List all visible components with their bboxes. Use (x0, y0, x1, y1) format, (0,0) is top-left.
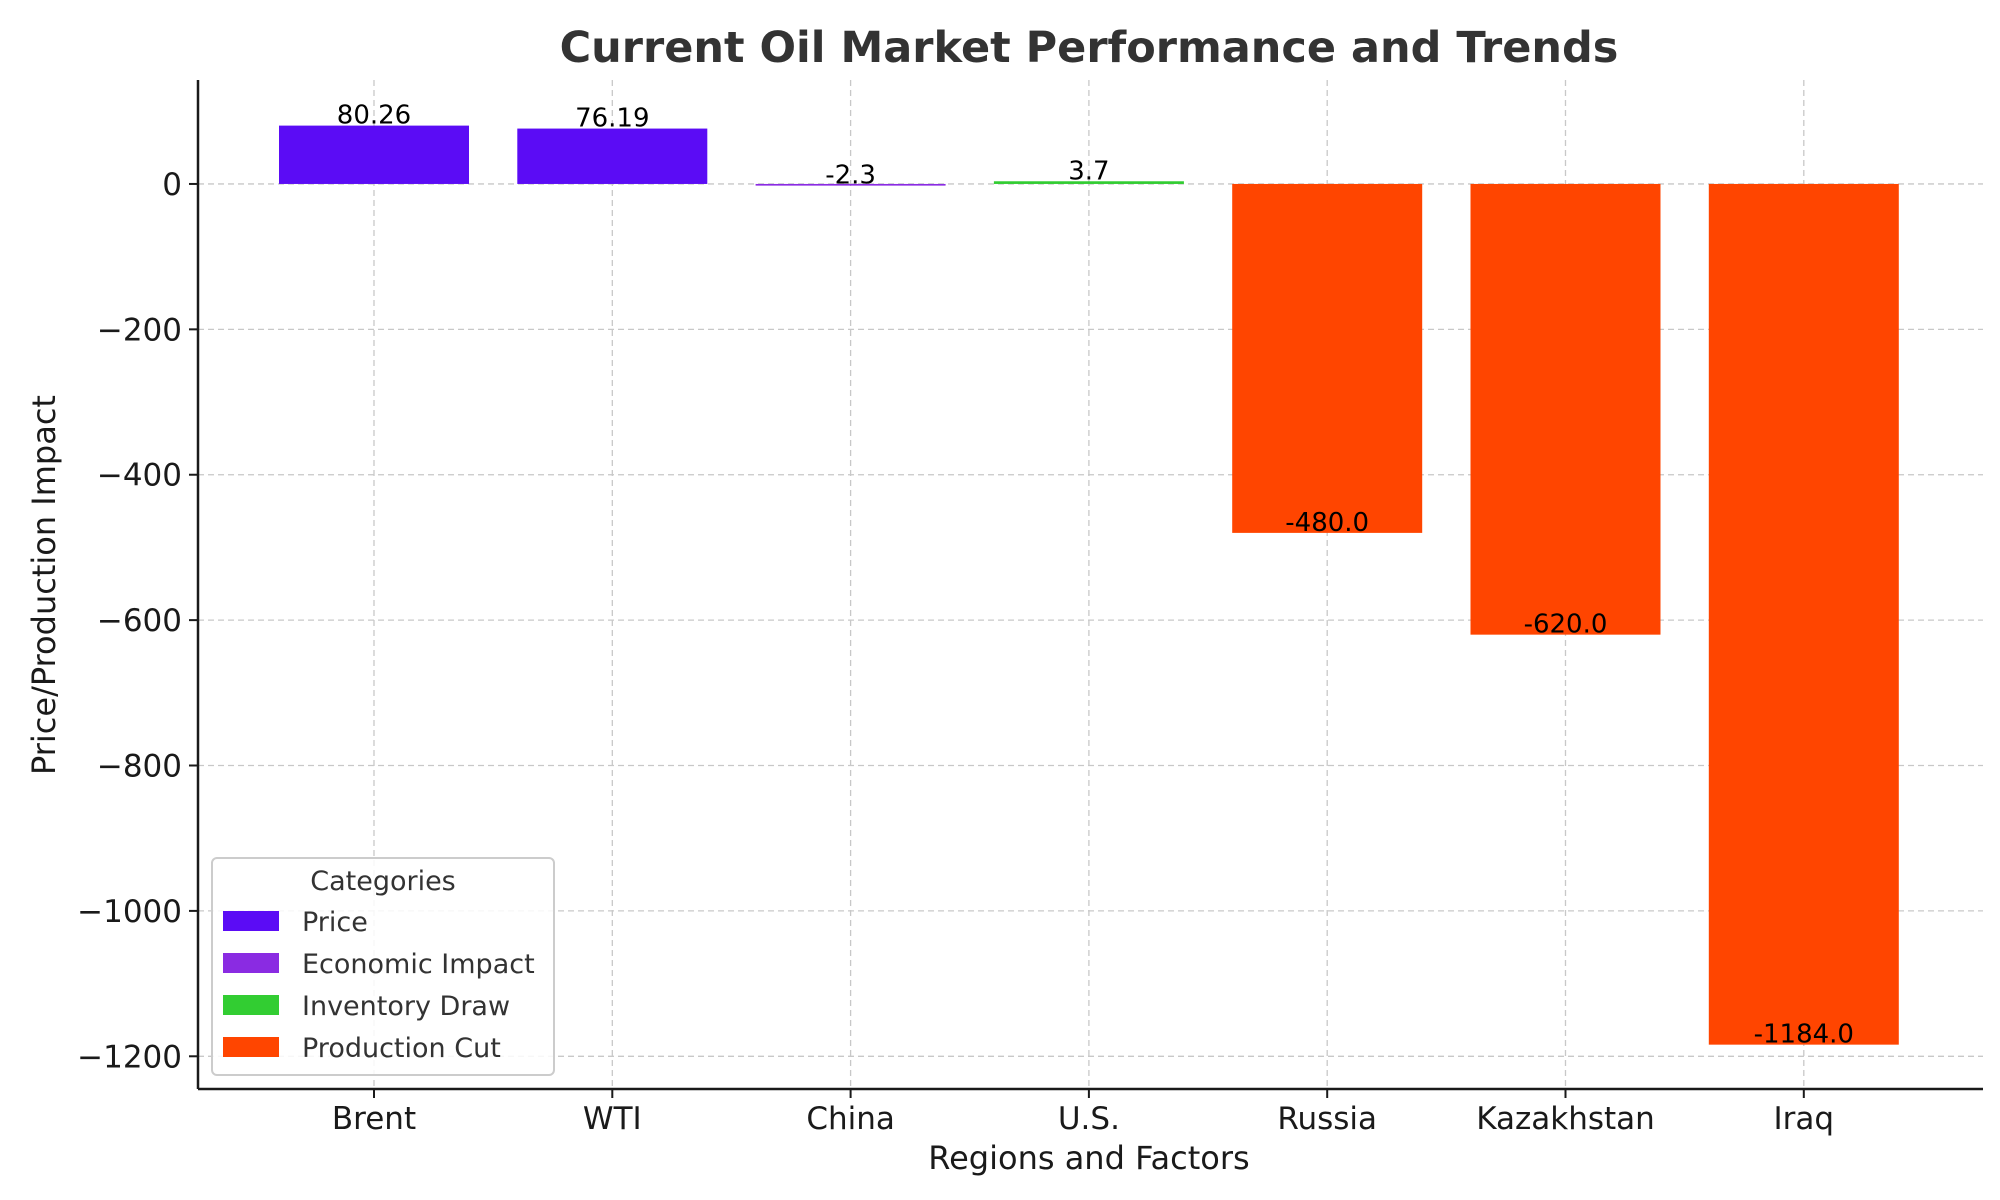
bar (993, 181, 1184, 184)
bar-value-label: -2.3 (825, 161, 876, 191)
chart-title: Current Oil Market Performance and Trend… (560, 23, 1619, 73)
x-tick-label: WTI (583, 1101, 642, 1137)
bar-value-label: 80.26 (337, 101, 411, 131)
legend-swatch (223, 1037, 279, 1057)
legend-box (211, 857, 555, 1076)
x-tick-label: Brent (332, 1101, 416, 1137)
bar (1708, 183, 1899, 1045)
y-ticks: 0 −200 −400 −600 −800 −1000 −1200 (77, 167, 198, 1075)
legend-entry-label: Production Cut (302, 1033, 501, 1064)
bar (755, 183, 946, 186)
axes (196, 80, 1983, 1091)
x-tick-label: U.S. (1058, 1101, 1120, 1137)
data-labels: 80.26 76.19 -2.3 3.7 -480.0 -620.0 -1184.0 (337, 101, 1854, 1050)
legend-entry-label: Economic Impact (302, 949, 535, 980)
y-axis-label: Price/Production Impact (25, 395, 63, 775)
bar-value-label: -620.0 (1524, 610, 1608, 640)
legend-entry-label: Inventory Draw (302, 991, 510, 1022)
bar-value-label: -480.0 (1285, 508, 1369, 538)
y-tick-label: −200 (97, 312, 182, 348)
bar-value-label: 76.19 (575, 104, 649, 134)
gridlines (198, 80, 1983, 1089)
y-tick-label: 0 (162, 167, 182, 203)
legend-entry-label: Price (302, 907, 368, 938)
x-axis-label: Regions and Factors (928, 1139, 1249, 1177)
x-tick-label: Iraq (1774, 1101, 1835, 1137)
bar (1470, 183, 1661, 635)
bar (279, 125, 469, 184)
y-tick-label: −800 (97, 749, 182, 785)
bar (517, 128, 708, 184)
y-tick-label: −1200 (77, 1039, 182, 1075)
legend-swatch (223, 995, 279, 1015)
x-tick-label: Russia (1277, 1101, 1377, 1137)
legend-swatch (223, 911, 279, 931)
legend-title: Categories (310, 866, 456, 897)
x-tick-label: China (806, 1101, 895, 1137)
y-tick-label: −400 (97, 458, 182, 494)
bar-value-label: 3.7 (1068, 156, 1109, 186)
legend-swatch (223, 953, 279, 973)
bar (1232, 183, 1423, 533)
y-tick-label: −600 (97, 603, 182, 639)
y-tick-label: −1000 (77, 894, 182, 930)
bar-value-label: -1184.0 (1754, 1020, 1854, 1050)
x-ticks: Brent WTI China U.S. Russia Kazakhstan Iraq (332, 1089, 1834, 1137)
legend: Categories Price Economic Impact Inventory… (211, 857, 555, 1076)
x-tick-label: Kazakhstan (1476, 1101, 1655, 1137)
bars (279, 125, 1899, 1045)
